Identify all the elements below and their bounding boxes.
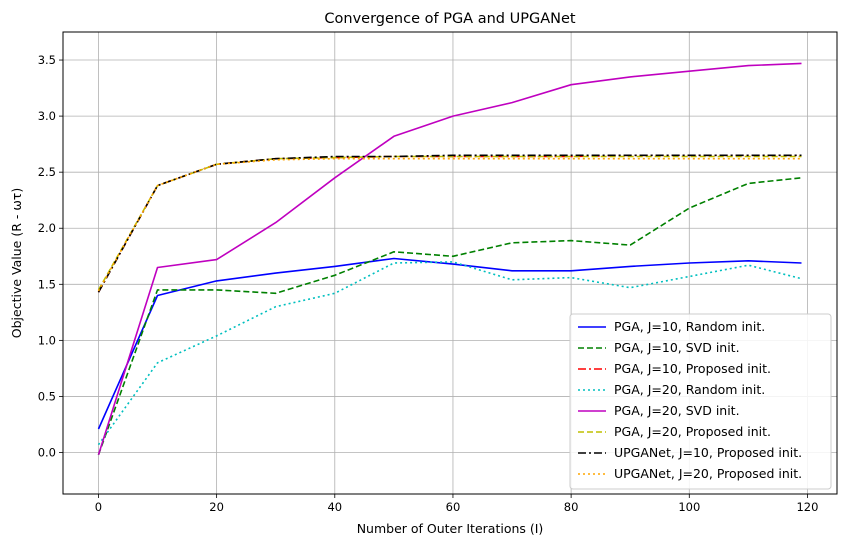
legend-label: PGA, J=20, SVD init. [614, 403, 740, 418]
series-line-6 [97, 155, 802, 291]
legend-label: PGA, J=20, Random init. [614, 382, 765, 397]
x-tick-label: 40 [327, 500, 342, 514]
y-axis: 0.0 0.5 1.0 1.5 2.0 2.5 3.0 3.5 [38, 53, 63, 460]
x-tick-label: 120 [796, 500, 818, 514]
series-line-8 [97, 157, 802, 292]
y-tick-label: 1.0 [38, 333, 56, 347]
x-tick-label: 100 [678, 500, 700, 514]
legend-box [569, 313, 832, 490]
series-group [97, 62, 802, 456]
series-line-5 [97, 62, 802, 456]
y-axis-label: Objective Value (R - ωτ) [9, 188, 24, 338]
y-tick-label: 0.5 [38, 389, 56, 403]
plot-frame [62, 31, 838, 495]
x-tick-label: 80 [564, 500, 579, 514]
chart-title: Convergence of PGA and UPGANet [324, 11, 575, 27]
series-line-7 [97, 154, 802, 293]
legend-label: PGA, J=10, Random init. [614, 319, 765, 334]
series-line-4 [97, 261, 802, 446]
legend-label: PGA, J=10, SVD init. [614, 340, 740, 355]
legend-label: PGA, J=10, Proposed init. [614, 361, 771, 376]
series-line-1 [97, 257, 802, 430]
legend: PGA, J=10, Random init. PGA, J=10, SVD in… [569, 313, 832, 490]
y-tick-label: 0.0 [38, 446, 56, 460]
legend-label: UPGANet, J=20, Proposed init. [614, 466, 802, 481]
x-axis-label: Number of Outer Iterations (I) [357, 521, 544, 536]
y-tick-label: 2.0 [38, 221, 56, 235]
legend-label: UPGANet, J=10, Proposed init. [614, 445, 802, 460]
y-tick-label: 2.5 [38, 165, 56, 179]
series-line-3 [97, 154, 802, 293]
y-tick-label: 1.5 [38, 277, 56, 291]
series-line-2 [97, 177, 802, 456]
x-axis: 0 20 40 60 80 100 120 [95, 494, 818, 514]
x-tick-label: 60 [446, 500, 461, 514]
legend-label: PGA, J=20, Proposed init. [614, 424, 771, 439]
x-tick-label: 0 [95, 500, 102, 514]
y-tick-label: 3.5 [38, 53, 56, 67]
x-tick-label: 20 [209, 500, 224, 514]
y-tick-label: 3.0 [38, 109, 56, 123]
